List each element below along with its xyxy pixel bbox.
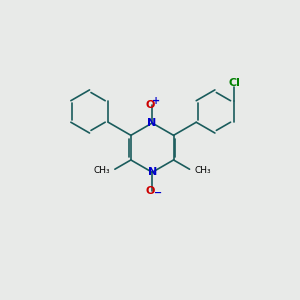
Text: −: −	[154, 188, 162, 198]
Text: CH₃: CH₃	[94, 166, 110, 175]
Text: O: O	[145, 100, 154, 110]
Text: N: N	[148, 167, 157, 177]
Text: O: O	[146, 186, 155, 196]
Text: CH₃: CH₃	[194, 166, 211, 175]
Text: +: +	[152, 96, 160, 106]
Text: N: N	[147, 118, 156, 128]
Text: Cl: Cl	[228, 78, 240, 88]
